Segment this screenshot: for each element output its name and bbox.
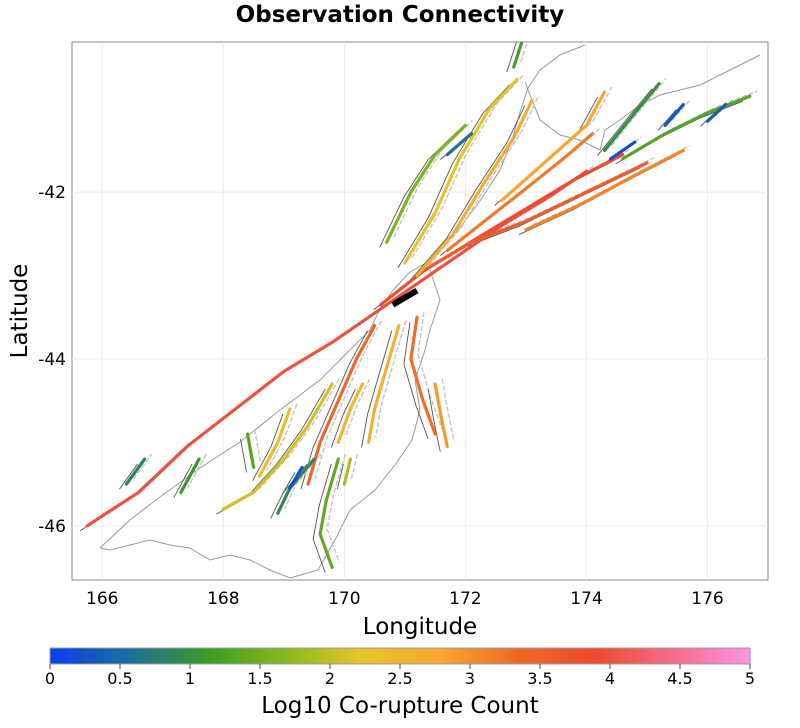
fault-trace bbox=[445, 132, 474, 157]
background-fault-trace bbox=[417, 312, 443, 430]
background-fault-trace bbox=[173, 463, 193, 498]
fault-trace bbox=[179, 457, 201, 495]
background-fault-trace bbox=[597, 88, 653, 156]
fault-trace bbox=[409, 315, 437, 436]
background-fault-trace bbox=[132, 453, 153, 480]
background-fault-trace bbox=[374, 320, 407, 438]
background-fault-trace bbox=[330, 388, 356, 448]
x-tick-label: 168 bbox=[207, 589, 239, 609]
background-fault-trace bbox=[314, 320, 383, 480]
x-tick-label: 174 bbox=[570, 589, 602, 609]
background-fault-trace bbox=[423, 95, 540, 272]
fault-trace bbox=[512, 42, 524, 69]
fault-trace bbox=[342, 457, 352, 486]
background-fault-trace bbox=[403, 322, 429, 440]
x-tick-label: 176 bbox=[691, 589, 723, 609]
y-axis-label: Latitude bbox=[7, 264, 33, 359]
fault-trace bbox=[385, 123, 467, 244]
background-fault-trace bbox=[252, 413, 284, 481]
background-fault-trace bbox=[266, 403, 298, 472]
colorbar-tick-label: 0 bbox=[45, 669, 55, 688]
background-fault-trace bbox=[300, 330, 369, 490]
background-fault-trace bbox=[119, 463, 138, 490]
background-fault-trace bbox=[441, 378, 455, 442]
x-axis-label: Longitude bbox=[363, 614, 477, 640]
highlighted-rupture-segment bbox=[391, 287, 419, 308]
fault-trace bbox=[415, 98, 534, 278]
fault-trace bbox=[427, 161, 649, 269]
colorbar-tick-label: 2 bbox=[325, 669, 335, 688]
background-fault-trace bbox=[282, 472, 296, 494]
y-tick-label: -46 bbox=[38, 517, 66, 537]
y-tick-label: -42 bbox=[38, 183, 66, 203]
background-fault-trace bbox=[229, 378, 340, 505]
colorbar bbox=[49, 647, 751, 665]
fault-trace bbox=[445, 132, 595, 253]
background-fault-trace bbox=[411, 74, 525, 259]
colorbar-tick-label: 3 bbox=[465, 669, 475, 688]
gridlines bbox=[72, 42, 768, 580]
x-axis-ticks: 166 168 170 172 174 176 bbox=[86, 589, 724, 609]
background-fault-trace bbox=[427, 388, 441, 452]
background-fault-trace bbox=[284, 453, 322, 509]
background-fault-trace bbox=[361, 330, 393, 448]
fault-trace bbox=[288, 465, 304, 490]
colorbar-tick-label: 5 bbox=[745, 669, 755, 688]
plot-area bbox=[71, 41, 769, 581]
fault-trace bbox=[366, 323, 401, 444]
background-fault-trace bbox=[506, 42, 517, 73]
fault-trace bbox=[306, 323, 377, 486]
fault-trace bbox=[245, 432, 256, 469]
fault-trace bbox=[379, 153, 625, 307]
fault-trace bbox=[318, 457, 340, 570]
background-fault-trace bbox=[657, 109, 677, 131]
fault-trace bbox=[433, 382, 449, 449]
background-fault-trace bbox=[326, 453, 346, 563]
fault-trace bbox=[85, 169, 589, 528]
fault-trace bbox=[609, 140, 637, 161]
background-fault-trace bbox=[397, 84, 511, 269]
colorbar-tick-label: 3.5 bbox=[527, 669, 552, 688]
colorbar-tick-label: 4 bbox=[605, 669, 615, 688]
fault-trace bbox=[500, 90, 607, 203]
background-fault-trace bbox=[312, 463, 332, 573]
fault-trace bbox=[258, 407, 292, 478]
x-tick-label: 166 bbox=[86, 589, 118, 609]
background-fault-trace bbox=[253, 428, 262, 463]
fault-trace bbox=[663, 102, 685, 128]
fault-trace bbox=[336, 382, 365, 444]
background-fault-trace bbox=[409, 105, 526, 281]
colorbar-tick-label: 4.5 bbox=[667, 669, 692, 688]
background-fault-trace bbox=[344, 378, 371, 438]
fault-trace bbox=[221, 382, 334, 511]
background-fault-trace bbox=[671, 99, 691, 121]
background-fault-trace bbox=[336, 463, 344, 490]
colorbar-label: Log10 Co-rupture Count bbox=[261, 693, 538, 719]
y-tick-label: -44 bbox=[38, 350, 66, 370]
colorbar-ticks: 0 0.5 1 1.5 2 2.5 3 3.5 4 4.5 5 bbox=[45, 664, 755, 688]
x-tick-label: 170 bbox=[328, 589, 360, 609]
fault-trace bbox=[602, 82, 661, 153]
fault-trace bbox=[403, 77, 519, 265]
background-fault-trace bbox=[611, 78, 667, 146]
coastline bbox=[99, 44, 761, 579]
fault-trace bbox=[621, 94, 752, 161]
background-fault-trace bbox=[350, 453, 359, 480]
colorbar-tick-label: 1.5 bbox=[247, 669, 272, 688]
fault-trace bbox=[705, 102, 728, 123]
fault-trace bbox=[524, 148, 685, 232]
rupture-faults bbox=[85, 42, 752, 570]
x-tick-label: 172 bbox=[449, 589, 481, 609]
colorbar-tick-label: 2.5 bbox=[387, 669, 412, 688]
fault-trace bbox=[124, 457, 147, 486]
colorbar-tick-label: 0.5 bbox=[107, 669, 132, 688]
y-axis-ticks: -42 -44 -46 bbox=[38, 183, 66, 537]
background-fault-trace bbox=[240, 438, 248, 473]
colorbar-tick-label: 1 bbox=[185, 669, 195, 688]
chart-title: Observation Connectivity bbox=[235, 2, 565, 28]
background-fault-trace bbox=[187, 453, 207, 488]
